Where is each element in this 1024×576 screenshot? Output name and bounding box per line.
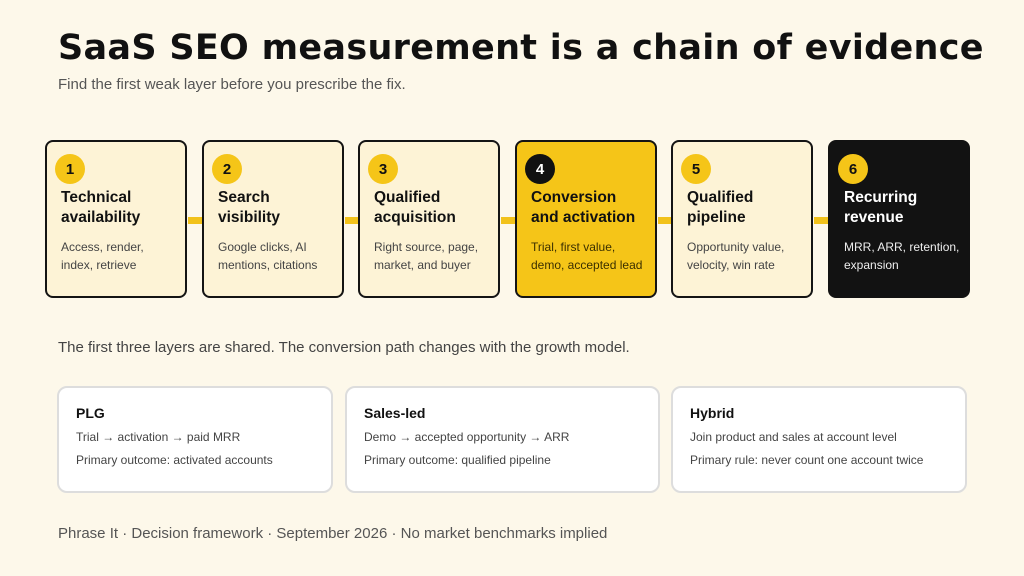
step-number-badge: 2 — [212, 154, 242, 184]
chain-card-title: Recurring revenue — [844, 189, 918, 226]
footer-text: Phrase It · Decision framework · Septemb… — [58, 525, 608, 542]
chain-card-description: Access, render, index, retrieve — [61, 240, 144, 272]
step-number-badge: 4 — [525, 154, 555, 184]
chain-connector — [658, 217, 672, 224]
model-outcome: Primary rule: never count one account tw… — [690, 453, 924, 467]
model-outcome: Primary outcome: qualified pipeline — [364, 453, 551, 467]
chain-card-search-visibility: 2 Search visibility Google clicks, AI me… — [202, 140, 344, 298]
model-name: Hybrid — [690, 405, 735, 421]
chain-card-description: Right source, page, market, and buyer — [374, 240, 479, 272]
model-card-plg: PLG Trial → activation → paid MRR Primar… — [57, 386, 333, 493]
shared-layers-note: The first three layers are shared. The c… — [58, 339, 630, 356]
chain-card-title: Qualified acquisition — [374, 189, 456, 226]
chain-card-title: Conversion and activation — [531, 189, 636, 226]
chain-connector — [501, 217, 515, 224]
chain-connector — [814, 217, 828, 224]
model-path: Join product and sales at account level — [690, 430, 897, 444]
chain-card-description: Google clicks, AI mentions, citations — [218, 240, 318, 272]
chain-card-title: Technical availability — [61, 189, 141, 226]
chain-card-recurring-revenue: 6 Recurring revenue MRR, ARR, retention,… — [828, 140, 970, 298]
model-outcome: Primary outcome: activated accounts — [76, 453, 273, 467]
model-path: Trial → activation → paid MRR — [76, 430, 241, 444]
chain-connector — [188, 217, 202, 224]
page-title: SaaS SEO measurement is a chain of evide… — [58, 28, 984, 68]
chain-card-conversion-activation: 4 Conversion and activation Trial, first… — [515, 140, 657, 298]
step-number-badge: 5 — [681, 154, 711, 184]
chain-card-title: Qualified pipeline — [687, 189, 754, 226]
step-number-badge: 6 — [838, 154, 868, 184]
chain-card-title: Search visibility — [218, 189, 281, 226]
model-card-sales-led: Sales-led Demo → accepted opportunity → … — [345, 386, 660, 493]
model-path: Demo → accepted opportunity → ARR — [364, 430, 570, 444]
chain-card-qualified-pipeline: 5 Qualified pipeline Opportunity value, … — [671, 140, 813, 298]
chain-card-technical-availability: 1 Technical availability Access, render,… — [45, 140, 187, 298]
model-name: PLG — [76, 405, 105, 421]
chain-card-qualified-acquisition: 3 Qualified acquisition Right source, pa… — [358, 140, 500, 298]
chain-card-description: Opportunity value, velocity, win rate — [687, 240, 785, 272]
model-name: Sales-led — [364, 405, 426, 421]
step-number-badge: 1 — [55, 154, 85, 184]
page-subtitle: Find the first weak layer before you pre… — [58, 76, 406, 93]
chain-card-description: Trial, first value, demo, accepted lead — [531, 240, 643, 272]
chain-card-description: MRR, ARR, retention, expansion — [844, 240, 960, 272]
chain-connector — [345, 217, 359, 224]
step-number-badge: 3 — [368, 154, 398, 184]
model-card-hybrid: Hybrid Join product and sales at account… — [671, 386, 967, 493]
